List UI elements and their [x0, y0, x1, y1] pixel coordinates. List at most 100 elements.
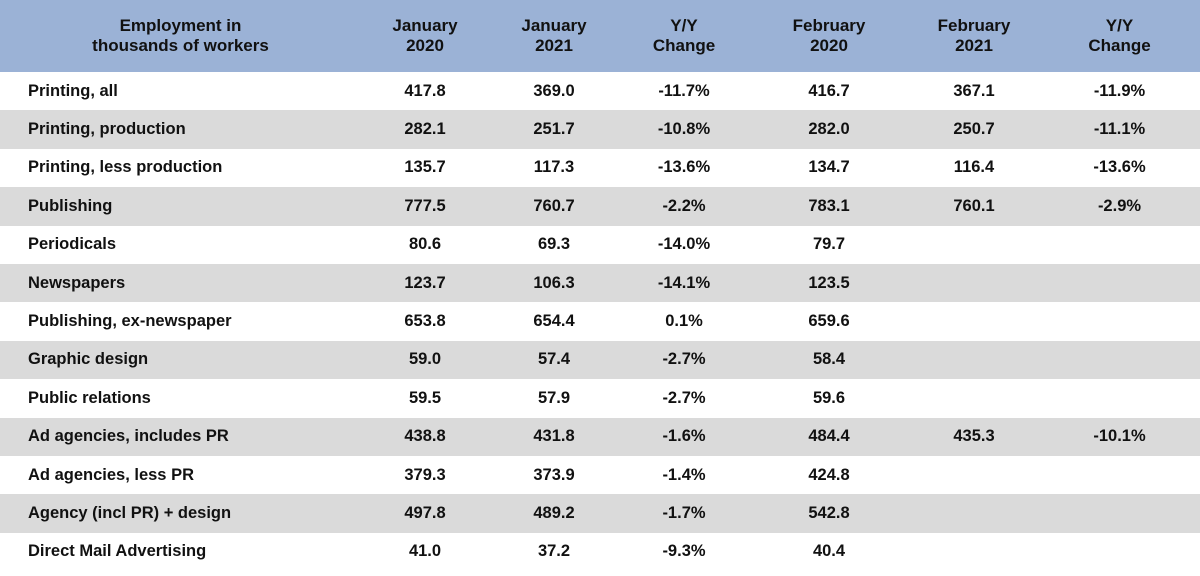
cell-january-2020: 41.0	[408, 542, 442, 561]
cell-february-2021	[909, 533, 1039, 571]
cell-february-2021: 250.7	[953, 120, 995, 139]
cell-january-yy-change: -13.6%	[657, 158, 711, 177]
cell-february-yy-change: -13.6%	[1093, 158, 1146, 177]
cell-january-2020: 438.8	[404, 427, 446, 446]
cell-january-2020: 282.1	[404, 120, 446, 139]
row-label: Printing, production	[28, 120, 186, 139]
cell-february-2021	[909, 264, 1039, 302]
cell-january-yy-change: -11.7%	[658, 81, 710, 100]
cell-january-yy-change: -9.3%	[662, 542, 706, 561]
cell-february-yy-change	[1039, 264, 1200, 302]
cell-february-2021	[909, 456, 1039, 494]
cell-january-2020: 497.8	[404, 503, 446, 522]
cell-february-2020: 134.7	[808, 158, 850, 177]
table-row: Printing, production 282.1 251.7 -10.8% 282.…	[0, 110, 1200, 149]
cell-february-2020: 424.8	[808, 465, 850, 484]
cell-january-2021: 57.4	[537, 350, 571, 369]
cell-january-2021: 489.2	[533, 503, 575, 522]
row-label: Direct Mail Advertising	[28, 542, 207, 561]
header-cell-category: Employment in thousands of workers	[92, 16, 269, 55]
cell-february-2021: 367.1	[953, 81, 995, 100]
cell-february-2020: 59.6	[812, 388, 846, 407]
header-cell-february-yy-change: Y/Y Change	[1088, 16, 1151, 55]
cell-february-2021: 116.4	[953, 158, 995, 177]
table-row: Agency (incl PR) + design 497.8 489.2 -1.7%…	[0, 494, 1200, 533]
header-cell-january-2020: January 2020	[392, 16, 458, 55]
cell-february-yy-change: -11.9%	[1093, 81, 1146, 100]
cell-february-2020: 123.5	[808, 273, 850, 292]
cell-january-yy-change: -14.1%	[657, 273, 711, 292]
row-label: Graphic design	[28, 350, 149, 369]
table-row: Printing, all 417.8 369.0 -11.7% 416.7 367.1 -…	[0, 72, 1200, 111]
row-label: Ad agencies, less PR	[28, 465, 194, 484]
table-row: Publishing 777.5 760.7 -2.2% 783.1 760.1 -2.9%	[0, 187, 1200, 226]
cell-february-2021	[909, 379, 1039, 417]
cell-january-2020: 379.3	[404, 465, 446, 484]
header-cell-february-2021: February 2021	[937, 16, 1011, 55]
table-row: Printing, less production 135.7 117.3 -13.6…	[0, 148, 1200, 188]
header-cell-january-2021: January 2021	[521, 16, 587, 55]
cell-january-2021: 373.9	[533, 465, 575, 484]
cell-january-yy-change: -1.6%	[662, 427, 706, 446]
cell-january-2021: 251.7	[533, 120, 575, 139]
cell-february-2021	[909, 341, 1039, 379]
table-row: Public relations 59.5 57.9 -2.7% 59.6	[0, 379, 1200, 418]
cell-february-2021	[909, 226, 1039, 264]
cell-january-2021: 37.2	[537, 542, 571, 561]
cell-february-yy-change: -2.9%	[1097, 196, 1142, 215]
table-row: Direct Mail Advertising 41.0 37.2 -9.3% 40.4	[0, 532, 1200, 572]
cell-february-2020: 783.1	[808, 196, 850, 215]
cell-january-2020: 653.8	[404, 312, 446, 331]
row-label: Ad agencies, includes PR	[28, 427, 229, 446]
cell-february-2020: 58.4	[812, 350, 846, 369]
row-label: Printing, all	[28, 81, 118, 100]
cell-january-2020: 59.0	[408, 350, 442, 369]
cell-january-yy-change: -14.0%	[657, 235, 711, 254]
table-row: Periodicals 80.6 69.3 -14.0% 79.7	[0, 225, 1200, 264]
cell-january-2020: 777.5	[404, 196, 446, 215]
row-label: Newspapers	[28, 273, 126, 292]
cell-february-yy-change	[1039, 379, 1200, 417]
cell-february-yy-change	[1039, 226, 1200, 264]
cell-january-2021: 431.8	[533, 427, 575, 446]
cell-february-2020: 542.8	[808, 503, 850, 522]
row-label: Agency (incl PR) + design	[28, 503, 232, 522]
header-cell-january-yy-change: Y/Y Change	[652, 16, 716, 55]
cell-january-2020: 80.6	[408, 235, 442, 254]
cell-february-2020: 659.6	[808, 312, 850, 331]
cell-february-2020: 79.7	[812, 235, 846, 254]
row-label: Publishing, ex-newspaper	[28, 312, 232, 331]
cell-january-2021: 369.0	[533, 81, 575, 100]
header-cell-february-2020: February 2020	[792, 16, 866, 55]
cell-february-2020: 416.7	[808, 81, 850, 100]
row-label: Periodicals	[28, 235, 117, 254]
cell-january-2020: 123.7	[404, 273, 446, 292]
row-label: Printing, less production	[28, 158, 223, 177]
cell-january-yy-change: -2.7%	[662, 388, 706, 407]
cell-february-yy-change	[1039, 341, 1200, 379]
cell-january-2020: 59.5	[408, 388, 442, 407]
cell-january-2020: 417.8	[404, 81, 446, 100]
cell-january-2021: 106.3	[533, 273, 575, 292]
cell-january-yy-change: -1.4%	[662, 465, 706, 484]
cell-february-2021	[909, 494, 1039, 532]
cell-january-2021: 760.7	[533, 196, 575, 215]
table-row: Graphic design 59.0 57.4 -2.7% 58.4	[0, 340, 1200, 380]
table-row: Ad agencies, includes PR 438.8 431.8 -1.6% 4…	[0, 417, 1200, 456]
cell-february-2021	[909, 302, 1039, 340]
table-header: Employment in thousands of workers Janua…	[0, 0, 1200, 72]
cell-january-yy-change: 0.1%	[665, 312, 703, 331]
cell-february-2020: 484.4	[808, 427, 850, 446]
cell-january-2020: 135.7	[404, 158, 446, 177]
cell-january-2021: 117.3	[533, 158, 575, 177]
cell-february-2021: 435.3	[953, 427, 995, 446]
cell-january-2021: 57.9	[537, 388, 571, 407]
cell-february-2020: 40.4	[812, 542, 846, 561]
table-row: Ad agencies, less PR 379.3 373.9 -1.4% 424.8	[0, 455, 1200, 495]
cell-january-yy-change: -2.7%	[662, 350, 706, 369]
cell-january-2021: 654.4	[533, 312, 575, 331]
header-row: Employment in thousands of workers Janua…	[0, 0, 1200, 72]
row-label: Public relations	[28, 388, 151, 407]
